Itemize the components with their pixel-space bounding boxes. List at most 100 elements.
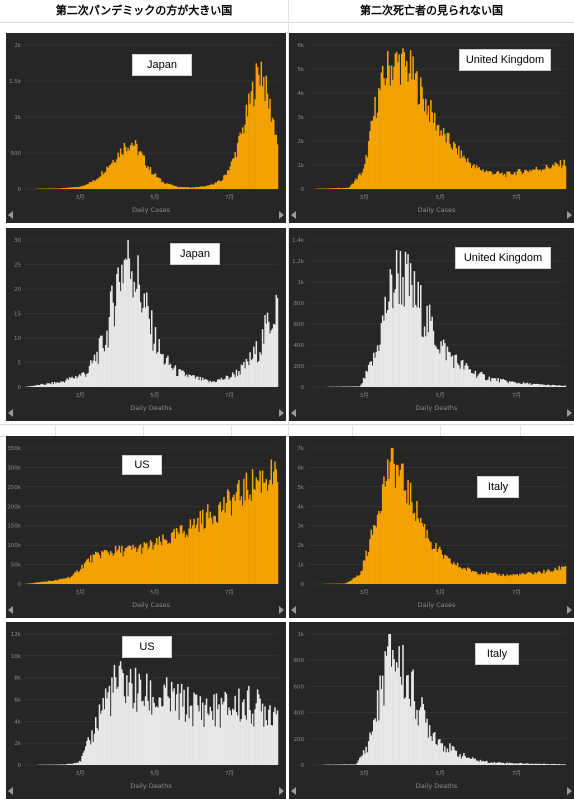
chart-panel: 0 2k 4k 6k 8k 10k 12k 3月 5月 7月 Daily Deaths US (6, 622, 286, 799)
bar (143, 293, 146, 387)
bar (175, 376, 178, 387)
bar (322, 188, 324, 189)
bar (505, 576, 507, 584)
bar (216, 709, 219, 765)
bar (530, 171, 532, 189)
bar (498, 382, 501, 387)
bar (122, 154, 124, 189)
bar (417, 725, 419, 765)
bar (133, 281, 136, 387)
bar (444, 343, 446, 387)
bar (376, 112, 379, 189)
bar (466, 757, 469, 765)
bar (543, 169, 545, 189)
bar (548, 384, 550, 387)
bar (515, 763, 517, 765)
bar (266, 725, 269, 765)
bar (165, 677, 168, 765)
bar (213, 694, 215, 765)
bar (103, 549, 106, 584)
bar (174, 365, 177, 387)
bar (453, 141, 455, 189)
bar (367, 552, 370, 584)
bar (511, 381, 513, 387)
bar (352, 764, 355, 765)
bar (162, 354, 164, 387)
bar (103, 351, 106, 387)
bar (446, 556, 449, 584)
bar (55, 579, 57, 584)
bar (525, 763, 527, 765)
bar (264, 100, 266, 189)
bar (436, 745, 439, 765)
x-tick-label: 5月 (436, 770, 445, 777)
bar (65, 764, 67, 765)
bar (179, 186, 182, 189)
bar (357, 760, 360, 765)
bar (210, 517, 213, 584)
bar (190, 705, 193, 765)
y-tick-label: 400 (294, 343, 305, 349)
bar (496, 762, 498, 765)
spreadsheet-vgrid (288, 0, 289, 436)
bar (492, 573, 494, 584)
bar (258, 481, 260, 584)
bar (510, 381, 512, 387)
bar (108, 165, 111, 189)
bar (263, 726, 265, 765)
bar (112, 159, 114, 189)
bar (421, 86, 423, 189)
bar (417, 281, 419, 387)
bar (526, 572, 529, 584)
bar (517, 576, 520, 584)
bar (275, 469, 278, 584)
bar (362, 168, 365, 189)
bar (212, 719, 214, 765)
bar (230, 715, 233, 765)
bar (474, 758, 477, 765)
bar (409, 263, 412, 387)
bar (221, 704, 224, 765)
bar (503, 379, 506, 387)
bar (398, 646, 400, 765)
bar (360, 756, 362, 765)
bar (426, 114, 428, 189)
x-tick-label: 3月 (360, 589, 369, 596)
bar (274, 324, 276, 387)
bar (425, 98, 427, 189)
bar (460, 758, 463, 765)
bar (499, 576, 502, 584)
bar (154, 173, 157, 189)
scroll-left-icon (8, 211, 13, 219)
bar (91, 730, 93, 765)
x-tick-label: 5月 (436, 589, 445, 596)
bar (373, 352, 375, 387)
bar (275, 134, 278, 189)
bar (249, 103, 251, 189)
bar (516, 763, 519, 765)
bar (558, 385, 560, 387)
bar (529, 169, 531, 189)
bar (394, 53, 397, 189)
bar (351, 183, 353, 189)
bar (511, 174, 513, 189)
bar (375, 117, 378, 189)
bar (58, 383, 61, 387)
bar (502, 175, 505, 189)
bar (511, 762, 513, 765)
scroll-right-icon (279, 211, 284, 219)
bar (71, 576, 73, 584)
bar (62, 381, 65, 387)
scroll-left-icon (8, 606, 13, 614)
bar (482, 169, 484, 189)
bar (236, 142, 239, 189)
bar (255, 703, 258, 765)
bar (507, 575, 510, 584)
bar (80, 186, 82, 189)
bar (442, 751, 445, 765)
bar (62, 764, 65, 765)
bar (204, 378, 207, 387)
bar (254, 709, 256, 765)
bar (224, 691, 226, 765)
bar (251, 713, 254, 765)
